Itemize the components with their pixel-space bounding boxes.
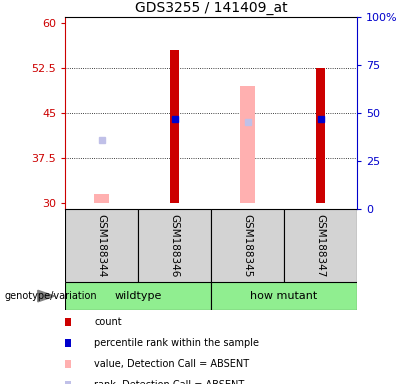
Text: how mutant: how mutant	[250, 291, 318, 301]
Text: wildtype: wildtype	[114, 291, 162, 301]
Bar	[94, 194, 109, 203]
Text: rank, Detection Call = ABSENT: rank, Detection Call = ABSENT	[94, 380, 245, 384]
FancyBboxPatch shape	[211, 282, 357, 310]
FancyBboxPatch shape	[284, 209, 357, 282]
Title: GDS3255 / 141409_at: GDS3255 / 141409_at	[135, 1, 287, 15]
Text: GSM188344: GSM188344	[97, 214, 107, 278]
Text: count: count	[94, 317, 122, 327]
FancyBboxPatch shape	[211, 209, 284, 282]
Polygon shape	[38, 290, 55, 302]
Text: percentile rank within the sample: percentile rank within the sample	[94, 338, 260, 348]
Text: genotype/variation: genotype/variation	[4, 291, 97, 301]
FancyBboxPatch shape	[65, 209, 138, 282]
Text: GSM188347: GSM188347	[315, 214, 326, 278]
Bar	[240, 86, 255, 203]
Text: value, Detection Call = ABSENT: value, Detection Call = ABSENT	[94, 359, 249, 369]
FancyBboxPatch shape	[138, 209, 211, 282]
Bar	[316, 68, 325, 203]
Text: GSM188345: GSM188345	[242, 214, 252, 278]
Bar	[170, 50, 179, 203]
Text: GSM188346: GSM188346	[170, 214, 180, 278]
FancyBboxPatch shape	[65, 282, 211, 310]
